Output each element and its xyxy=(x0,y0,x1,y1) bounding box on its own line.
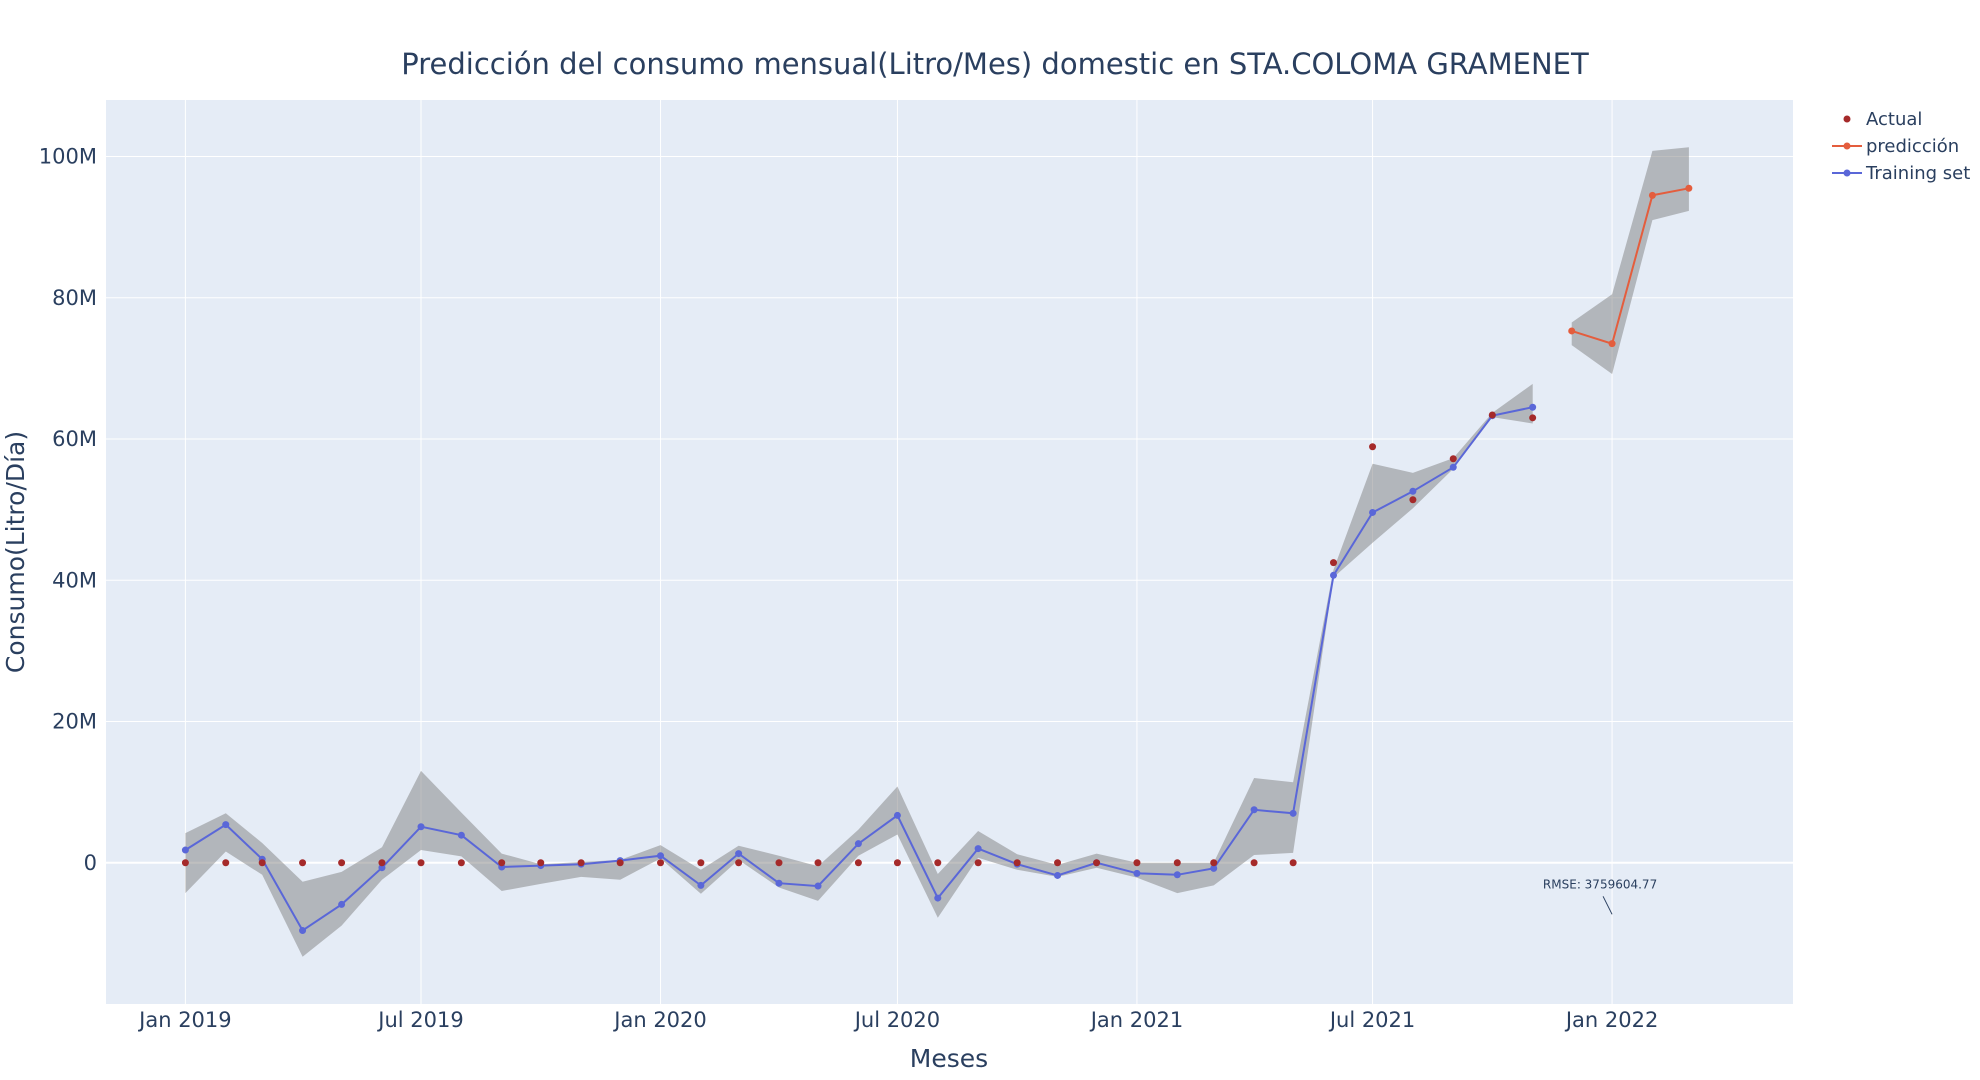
data-point xyxy=(1568,327,1576,335)
data-point xyxy=(775,859,783,867)
series-line xyxy=(1571,187,1690,345)
legend-label: predicción xyxy=(1866,136,1959,157)
data-point xyxy=(1210,864,1218,872)
y-tick-label: 60M xyxy=(52,427,97,451)
legend-label: Actual xyxy=(1866,109,1922,130)
data-point xyxy=(299,927,307,935)
data-point xyxy=(735,850,743,858)
x-axis-title: Meses xyxy=(910,1044,988,1073)
x-tick-label: Jul 2021 xyxy=(1328,1008,1415,1032)
y-tick-label: 80M xyxy=(52,286,97,310)
data-point xyxy=(1289,859,1297,867)
data-point xyxy=(1210,859,1218,867)
rmse-annotation: RMSE: 3759604.77 xyxy=(1543,877,1657,915)
data-point xyxy=(1409,487,1417,495)
data-point xyxy=(1529,414,1537,422)
data-point xyxy=(1289,809,1297,817)
data-point xyxy=(657,852,665,860)
data-point xyxy=(974,859,982,867)
data-point xyxy=(417,823,425,831)
data-point xyxy=(854,840,862,848)
legend: Actual predicción Training set xyxy=(1832,109,1970,184)
data-point xyxy=(457,859,465,867)
rmse-annotation-text: RMSE: 3759604.77 xyxy=(1543,877,1657,891)
data-point xyxy=(1449,463,1457,471)
data-point xyxy=(1409,496,1417,504)
data-point xyxy=(1648,191,1656,199)
data-point xyxy=(1369,443,1377,451)
tick-labels: Jan 2019 Jul 2019 Jan 2020 Jul 2020 Jan 2021… xyxy=(39,145,1659,1033)
data-point xyxy=(1133,869,1141,877)
data-point xyxy=(577,859,585,867)
data-point xyxy=(893,859,901,867)
data-point xyxy=(657,859,665,867)
legend-label: Training set xyxy=(1865,163,1970,184)
data-point xyxy=(1173,871,1181,879)
data-point xyxy=(1093,859,1101,867)
data-point xyxy=(735,859,743,867)
y-tick-label: 20M xyxy=(52,710,97,734)
data-point xyxy=(338,900,346,908)
data-point xyxy=(854,859,862,867)
rmse-annotation-arrow xyxy=(1602,896,1613,915)
legend-marker xyxy=(1843,115,1851,123)
data-point xyxy=(222,859,230,867)
data-point xyxy=(1054,859,1062,867)
legend-marker xyxy=(1843,142,1851,150)
chart-title: Predicción del consumo mensual(Litro/Mes… xyxy=(401,47,1589,81)
data-point xyxy=(498,859,506,867)
confidence-band xyxy=(1571,147,1689,374)
data-point xyxy=(1330,559,1338,567)
data-point xyxy=(1488,411,1496,419)
data-point xyxy=(1529,403,1537,411)
data-point xyxy=(616,859,624,867)
y-tick-label: 40M xyxy=(52,568,97,592)
data-point xyxy=(893,811,901,819)
data-point xyxy=(775,879,783,887)
data-point xyxy=(814,882,822,890)
data-point xyxy=(1250,806,1258,814)
data-point xyxy=(1330,571,1338,579)
data-point xyxy=(974,845,982,853)
data-point xyxy=(697,859,705,867)
data-point xyxy=(1013,859,1021,867)
data-point xyxy=(181,859,189,867)
data-point xyxy=(1133,859,1141,867)
data-point xyxy=(934,859,942,867)
data-point xyxy=(338,859,346,867)
data-point xyxy=(417,859,425,867)
data-point xyxy=(1173,859,1181,867)
data-point xyxy=(814,859,822,867)
x-tick-label: Jul 2020 xyxy=(853,1008,940,1032)
data-point xyxy=(1685,184,1693,192)
series-lines xyxy=(181,184,1693,935)
data-point xyxy=(258,859,266,867)
data-point xyxy=(181,846,189,854)
x-tick-label: Jan 2020 xyxy=(612,1008,707,1032)
data-point xyxy=(1608,340,1616,348)
data-point xyxy=(697,881,705,889)
data-point xyxy=(378,864,386,872)
x-tick-label: Jul 2019 xyxy=(376,1008,463,1032)
data-point xyxy=(299,859,307,867)
data-point xyxy=(537,859,545,867)
data-point xyxy=(1369,508,1377,516)
data-point xyxy=(222,821,230,829)
x-tick-label: Jan 2019 xyxy=(137,1008,232,1032)
data-point xyxy=(1449,455,1457,463)
y-tick-label: 100M xyxy=(39,145,97,169)
x-tick-label: Jan 2021 xyxy=(1089,1008,1184,1032)
data-point xyxy=(1054,871,1062,879)
legend-marker xyxy=(1843,169,1851,177)
data-point xyxy=(1250,859,1258,867)
data-point xyxy=(934,894,942,902)
data-point xyxy=(457,831,465,839)
y-tick-label: 0 xyxy=(84,851,97,875)
x-tick-label: Jan 2022 xyxy=(1564,1008,1659,1032)
y-axis-title: Consumo(Litro/Día) xyxy=(1,431,30,673)
data-point xyxy=(378,859,386,867)
